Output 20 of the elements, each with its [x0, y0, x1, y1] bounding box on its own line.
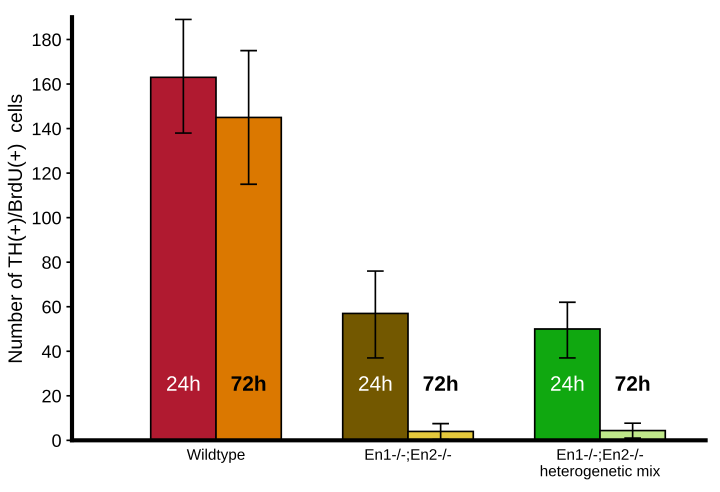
x-tick-label: Wildtype [186, 448, 245, 463]
y-tick-label: 60 [42, 300, 61, 314]
y-axis-title: Number of TH(+)/BrdU(+) cells [8, 94, 26, 362]
series-label: 24h [359, 376, 392, 391]
y-tick-label: 40 [42, 345, 61, 358]
y-tick-label: 180 [32, 33, 61, 46]
y-tick-label: 20 [42, 390, 61, 403]
y-tick-label: 80 [42, 256, 61, 269]
y-tick-label: 140 [32, 122, 61, 136]
x-tick-label: En1-/-;En2-/- [366, 448, 452, 462]
x-tick-label: En1-/-;En2-/- heterogenetic mix [540, 448, 660, 480]
y-tick-label: 100 [32, 212, 61, 224]
y-tick-label: 120 [32, 167, 61, 180]
text: 72h [616, 376, 650, 391]
series-label: 72h [232, 376, 266, 391]
y-tick-label: 160 [32, 78, 61, 91]
text: 24h [167, 376, 200, 391]
text: 72h [424, 376, 458, 391]
text: 24h [551, 376, 584, 391]
y-tick-label: 0 [52, 434, 61, 448]
